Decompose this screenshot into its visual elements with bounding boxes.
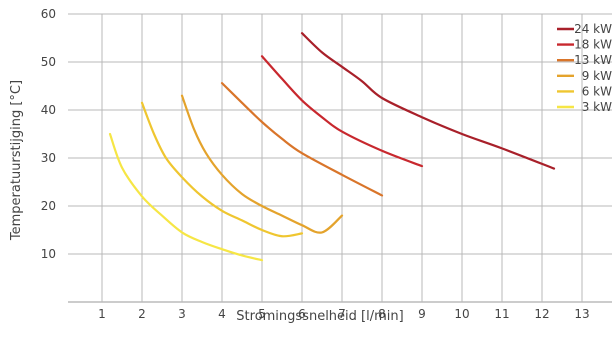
y-tick-label: 10 bbox=[41, 247, 56, 261]
series-line-9kw bbox=[180, 94, 344, 234]
x-tick-label: 2 bbox=[138, 307, 146, 321]
series-lines bbox=[108, 32, 556, 262]
series-line-13kw bbox=[220, 82, 384, 197]
x-tick-label: 10 bbox=[454, 307, 469, 321]
legend-label: 6 kW bbox=[582, 84, 612, 98]
series-line-3kw bbox=[108, 132, 264, 262]
legend-label: 3 kW bbox=[582, 100, 612, 114]
x-tick-label: 12 bbox=[534, 307, 549, 321]
x-tick-label: 5 bbox=[258, 307, 266, 321]
x-tick-label: 7 bbox=[338, 307, 346, 321]
y-tick-label: 30 bbox=[41, 151, 56, 165]
y-axis-label: Temperatuurstijging [°C] bbox=[9, 80, 24, 241]
x-tick-label: 3 bbox=[178, 307, 186, 321]
x-tick-label: 13 bbox=[574, 307, 589, 321]
x-tick-labels: 1 2 3 4 5 6 7 8 9 10 11 12 13 bbox=[98, 307, 589, 321]
legend-label: 13 kW bbox=[574, 53, 612, 67]
y-tick-label: 50 bbox=[41, 55, 56, 69]
x-axis-label: Stromingssnelheid [l/min] bbox=[236, 309, 403, 324]
legend-label: 9 kW bbox=[582, 69, 612, 83]
series-line-6kw bbox=[140, 101, 304, 238]
x-tick-label: 8 bbox=[378, 307, 386, 321]
y-tick-label: 60 bbox=[41, 7, 56, 21]
x-tick-label: 1 bbox=[98, 307, 106, 321]
x-tick-label: 4 bbox=[218, 307, 226, 321]
legend-label: 24 kW bbox=[574, 22, 612, 36]
y-tick-label: 20 bbox=[41, 199, 56, 213]
series-line-18kw bbox=[260, 55, 424, 168]
legend-label: 18 kW bbox=[574, 38, 612, 52]
y-tick-label: 40 bbox=[41, 103, 56, 117]
grid bbox=[68, 13, 612, 303]
x-tick-label: 6 bbox=[298, 307, 306, 321]
series-line-24kw bbox=[300, 32, 556, 170]
x-tick-label: 9 bbox=[418, 307, 426, 321]
x-tick-label: 11 bbox=[494, 307, 509, 321]
y-tick-labels: 10 20 30 40 50 60 bbox=[41, 7, 56, 261]
